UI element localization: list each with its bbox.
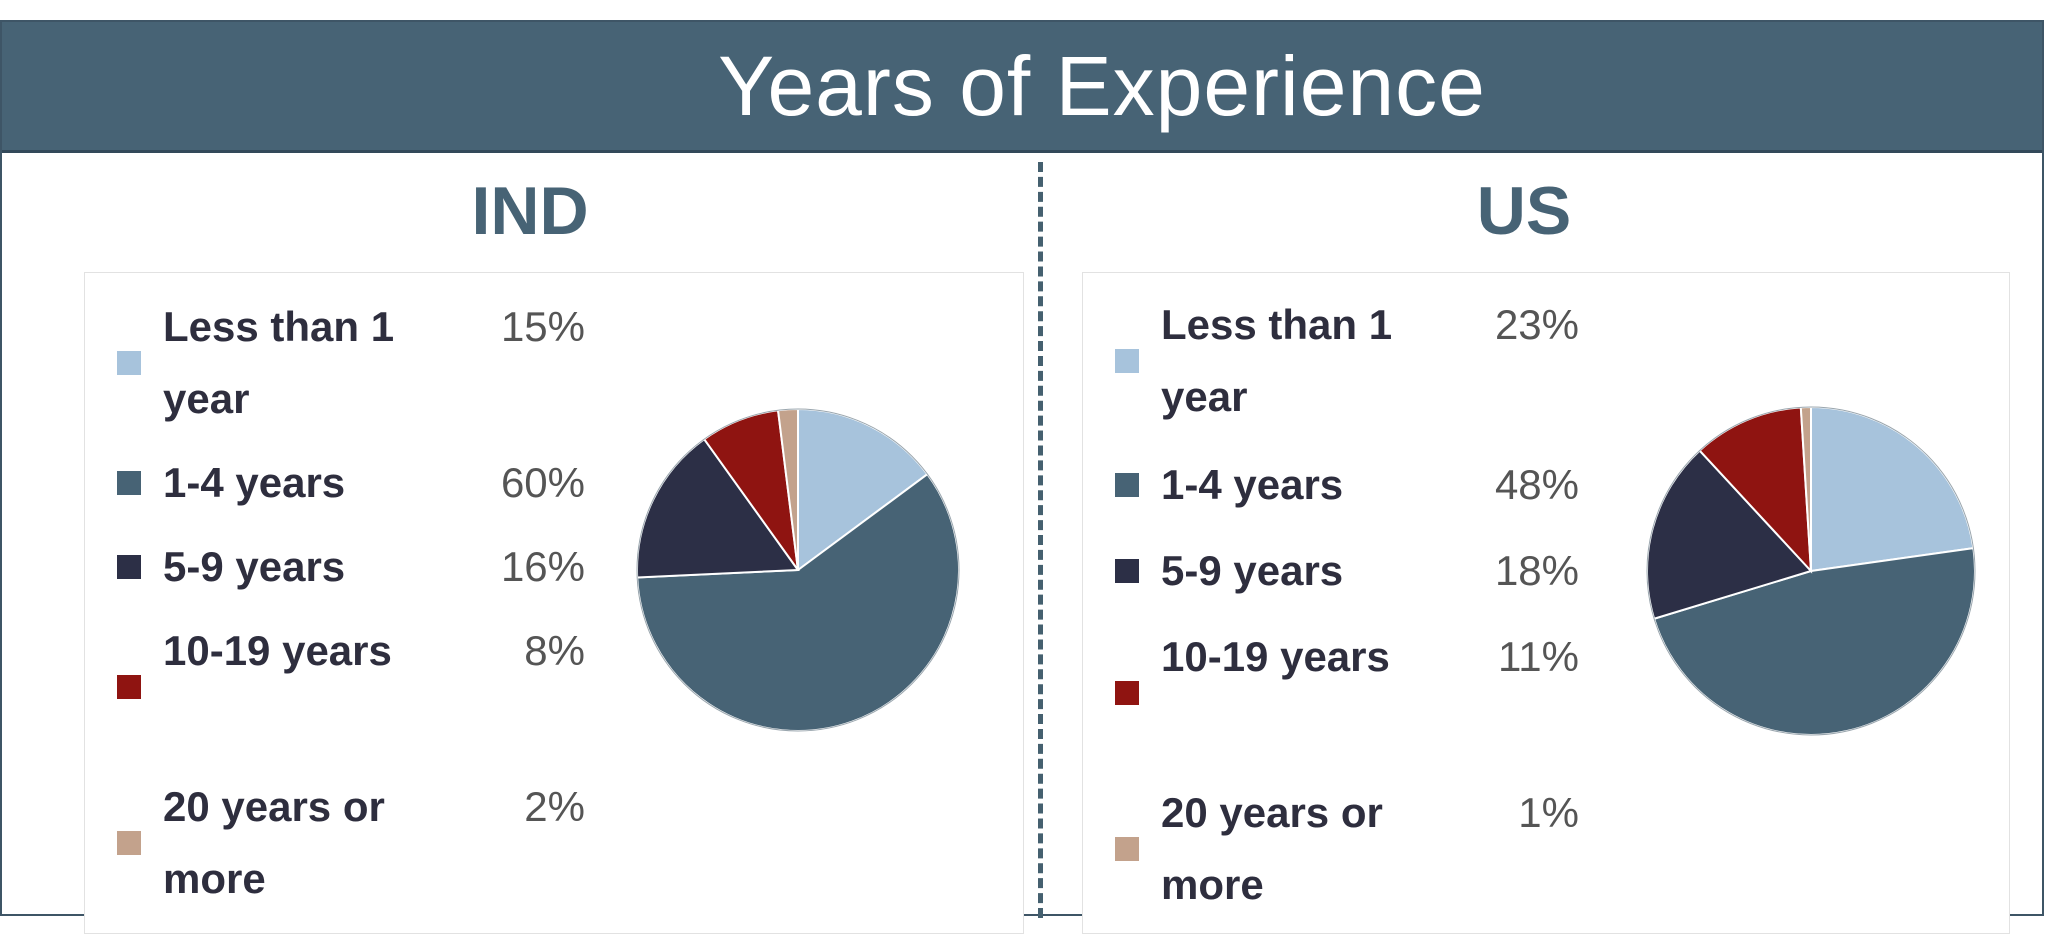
legend-label: 5-9 years <box>1161 547 1344 594</box>
legend-value: 16% <box>500 543 585 590</box>
legend-label: 1-4 years <box>163 459 346 506</box>
legend-value: 23% <box>1494 301 1579 348</box>
pie-chart-us <box>1646 405 1976 736</box>
legend-swatch <box>1115 559 1139 583</box>
pie-card-us: Less than 1 year 23% 1-4 years 48% 5-9 years… <box>1082 272 2010 934</box>
legend-value: 15% <box>500 303 585 350</box>
legend-swatch <box>1115 837 1139 861</box>
legend-swatch <box>117 471 141 495</box>
chart-frame: Years of Experience IND Less than 1 year… <box>0 20 2044 934</box>
pie-card-ind: Less than 1 year 15% 1-4 years 60% 5-9 years… <box>84 272 1024 934</box>
pie-outline <box>636 408 960 732</box>
legend-label: 5-9 years <box>163 543 346 590</box>
legend-label: 20 years or more <box>163 783 385 902</box>
pie-outline <box>1646 406 1976 736</box>
panel-title-ind: IND <box>471 173 589 249</box>
chart-title: Years of Experience <box>718 38 1486 133</box>
legend-swatch <box>117 555 141 579</box>
legend-value: 8% <box>524 627 585 674</box>
legend-swatch <box>117 675 141 699</box>
title-banner: Years of Experience <box>2 22 2042 153</box>
legend-swatch <box>117 351 141 375</box>
legend-value: 48% <box>1494 461 1579 508</box>
legend-value: 2% <box>524 783 585 830</box>
legend-label: 1-4 years <box>1161 461 1344 508</box>
legend-swatch <box>1115 473 1139 497</box>
legend-value: 60% <box>500 459 585 506</box>
panel-title-us: US <box>1476 173 1572 249</box>
pie-slice <box>1810 405 1975 573</box>
legend-label: 10-19 years <box>163 627 392 674</box>
legend-label: Less than 1 year <box>1161 301 1393 420</box>
legend-swatch <box>1115 681 1139 705</box>
legend-swatch <box>117 831 141 855</box>
legend-value: 18% <box>1494 547 1579 594</box>
legend-label: 10-19 years <box>1161 633 1390 680</box>
legend-value: 11% <box>1498 633 1579 680</box>
pie-chart-ind <box>636 407 960 732</box>
legend-label: 20 years or more <box>1161 789 1383 908</box>
legend-label: Less than 1 year <box>163 303 395 422</box>
legend-value: 1% <box>1518 789 1579 836</box>
panel-divider <box>1038 162 1043 918</box>
legend-swatch <box>1115 349 1139 373</box>
